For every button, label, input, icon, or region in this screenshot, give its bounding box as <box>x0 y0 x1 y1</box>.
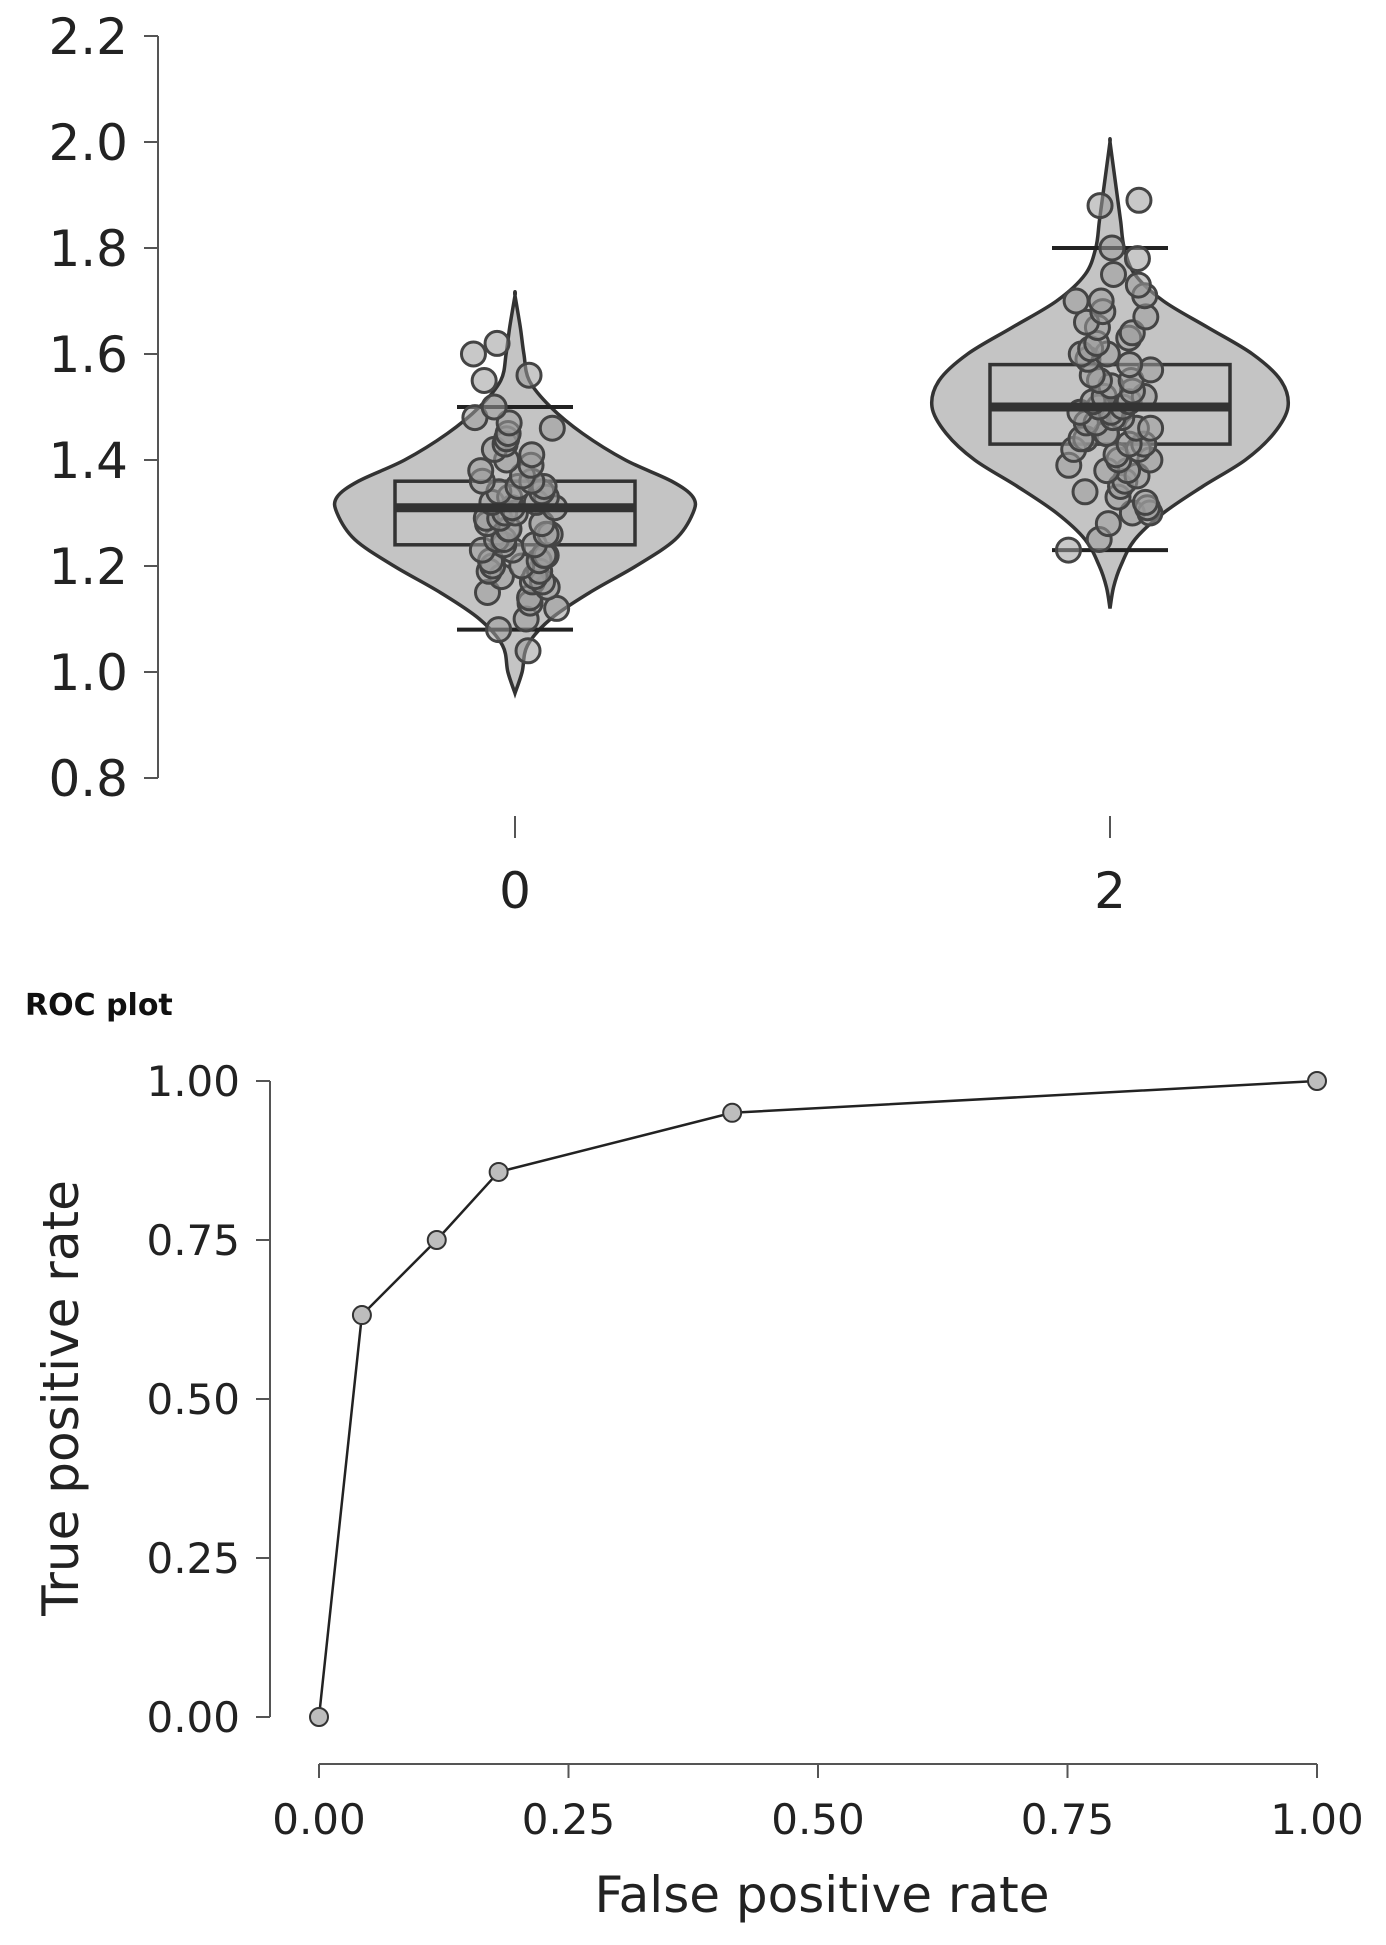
roc-point <box>309 1707 329 1727</box>
data-point <box>1123 245 1151 273</box>
data-point <box>1116 351 1144 379</box>
roc-y-tick-label: 0.00 <box>146 1693 240 1742</box>
data-point <box>1062 287 1090 315</box>
violin-y-tick-label: 1.4 <box>48 432 128 490</box>
roc-point <box>488 1161 509 1182</box>
violin-y-tick-label: 1.8 <box>48 220 128 278</box>
violin-x-tick-label: 2 <box>1094 862 1126 920</box>
data-point <box>1054 536 1082 564</box>
violin-group-0 <box>332 289 698 699</box>
data-point <box>470 367 498 394</box>
data-point <box>1094 510 1122 538</box>
violin-y-axis: 0.8 1.0 1.2 1.4 1.6 1.8 2.0 2.2 <box>48 8 159 808</box>
roc-y-tick-label: 0.50 <box>146 1375 240 1424</box>
roc-x-tick-label: 0.50 <box>771 1795 865 1844</box>
violin-y-tick-label: 1.0 <box>48 644 128 702</box>
violin-y-tick-label: 1.2 <box>48 538 128 596</box>
data-point <box>485 616 513 644</box>
data-point <box>483 329 511 357</box>
roc-point <box>351 1305 372 1326</box>
data-point <box>514 637 542 665</box>
violin-y-tick-label: 2.0 <box>48 114 128 172</box>
violin-y-tick-label: 2.2 <box>48 8 128 66</box>
violin-x-tick-label: 0 <box>499 862 531 920</box>
data-point <box>1099 261 1127 288</box>
data-point <box>1098 234 1126 262</box>
data-point <box>459 340 487 368</box>
roc-x-tick-label: 0.75 <box>1021 1795 1115 1844</box>
data-point <box>1137 414 1165 442</box>
roc-series <box>309 1071 1327 1727</box>
data-point <box>1086 192 1114 220</box>
roc-y-tick-label: 0.25 <box>146 1534 240 1583</box>
roc-title: ROC plot <box>25 988 173 1023</box>
roc-x-tick-label: 1.00 <box>1270 1795 1364 1844</box>
data-point <box>1125 186 1153 214</box>
data-points <box>1054 186 1165 564</box>
data-point <box>1071 478 1099 506</box>
roc-point <box>1307 1071 1327 1091</box>
data-point <box>1124 271 1152 299</box>
violin-y-tick-label: 1.6 <box>48 326 128 384</box>
roc-y-tick-label: 1.00 <box>146 1057 240 1106</box>
data-point <box>515 361 543 389</box>
data-point <box>480 393 508 421</box>
violin-group-2 <box>929 136 1291 609</box>
roc-line <box>317 1079 1318 1718</box>
data-point <box>1131 488 1159 516</box>
roc-y-tick-label: 0.75 <box>146 1216 240 1265</box>
roc-x-tick-label: 0.00 <box>272 1795 366 1844</box>
data-point <box>518 441 546 469</box>
roc-point <box>426 1230 447 1250</box>
roc-point <box>722 1102 743 1123</box>
roc-y-axis-label: True positive rate <box>32 1180 90 1617</box>
data-point <box>1087 287 1115 315</box>
violin-y-tick-label: 0.8 <box>48 750 128 808</box>
violin-groups <box>332 136 1291 699</box>
data-point <box>467 457 495 485</box>
data-point <box>538 414 566 442</box>
roc-x-tick-label: 0.25 <box>522 1795 616 1844</box>
roc-x-axis-label: False positive rate <box>595 1866 1050 1924</box>
roc-axes: 0.00 0.25 0.50 0.75 1.00 0.00 0.25 0.50 0.75 1.00 <box>146 1057 1363 1844</box>
